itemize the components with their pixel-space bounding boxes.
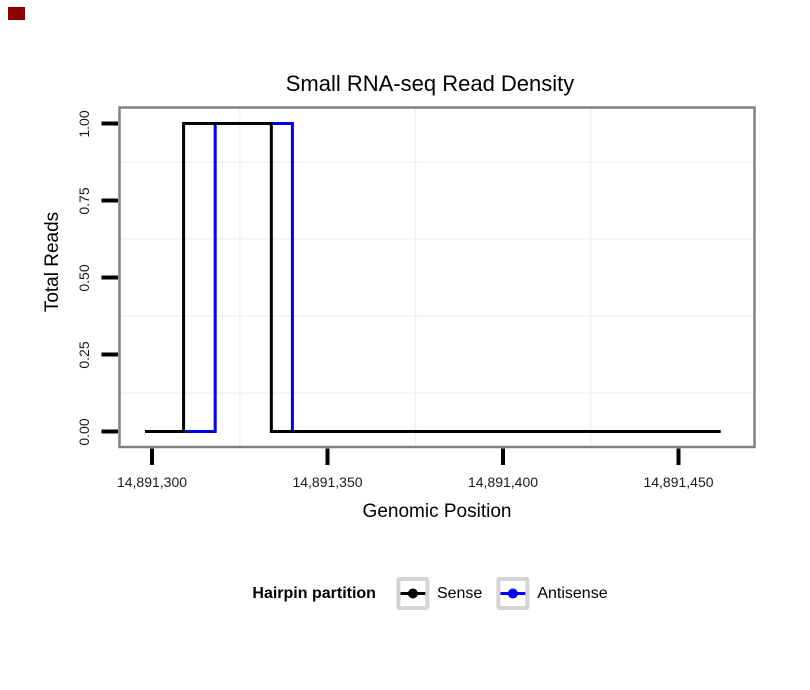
y-tick-label: 0.50: [76, 263, 92, 292]
y-axis-title: Total Reads: [42, 211, 63, 313]
legend-item-label-sense: Sense: [436, 584, 483, 602]
legend-title: Hairpin partition: [252, 584, 376, 602]
x-tick-label: 14,891,450: [643, 474, 714, 490]
red-marker-icon: [8, 7, 25, 20]
x-tick-label: 14,891,300: [116, 474, 188, 490]
y-tick-label: 1.00: [76, 109, 92, 138]
legend: Hairpin partition Sense Antisense: [252, 577, 608, 610]
y-tick-label: 0.25: [76, 340, 92, 369]
legend-item-antisense: Antisense: [496, 577, 608, 610]
series-sense-line: [144, 122, 721, 433]
panel-background: [119, 107, 755, 447]
legend-item-label-antisense: Antisense: [537, 584, 608, 602]
y-tick-label: 0.75: [76, 186, 92, 215]
sense-key-icon: [395, 577, 429, 610]
x-tick-label: 14,891,350: [292, 474, 363, 490]
legend-item-sense: Sense: [395, 577, 483, 610]
chart-title: Small RNA-seq Read Density: [285, 71, 575, 96]
panel-border: [118, 106, 756, 449]
antisense-key-icon: [496, 577, 530, 610]
x-tick-label: 14,891,400: [467, 474, 539, 490]
x-axis-title: Genomic Position: [362, 501, 512, 522]
y-tick-label: 0.00: [76, 417, 92, 446]
